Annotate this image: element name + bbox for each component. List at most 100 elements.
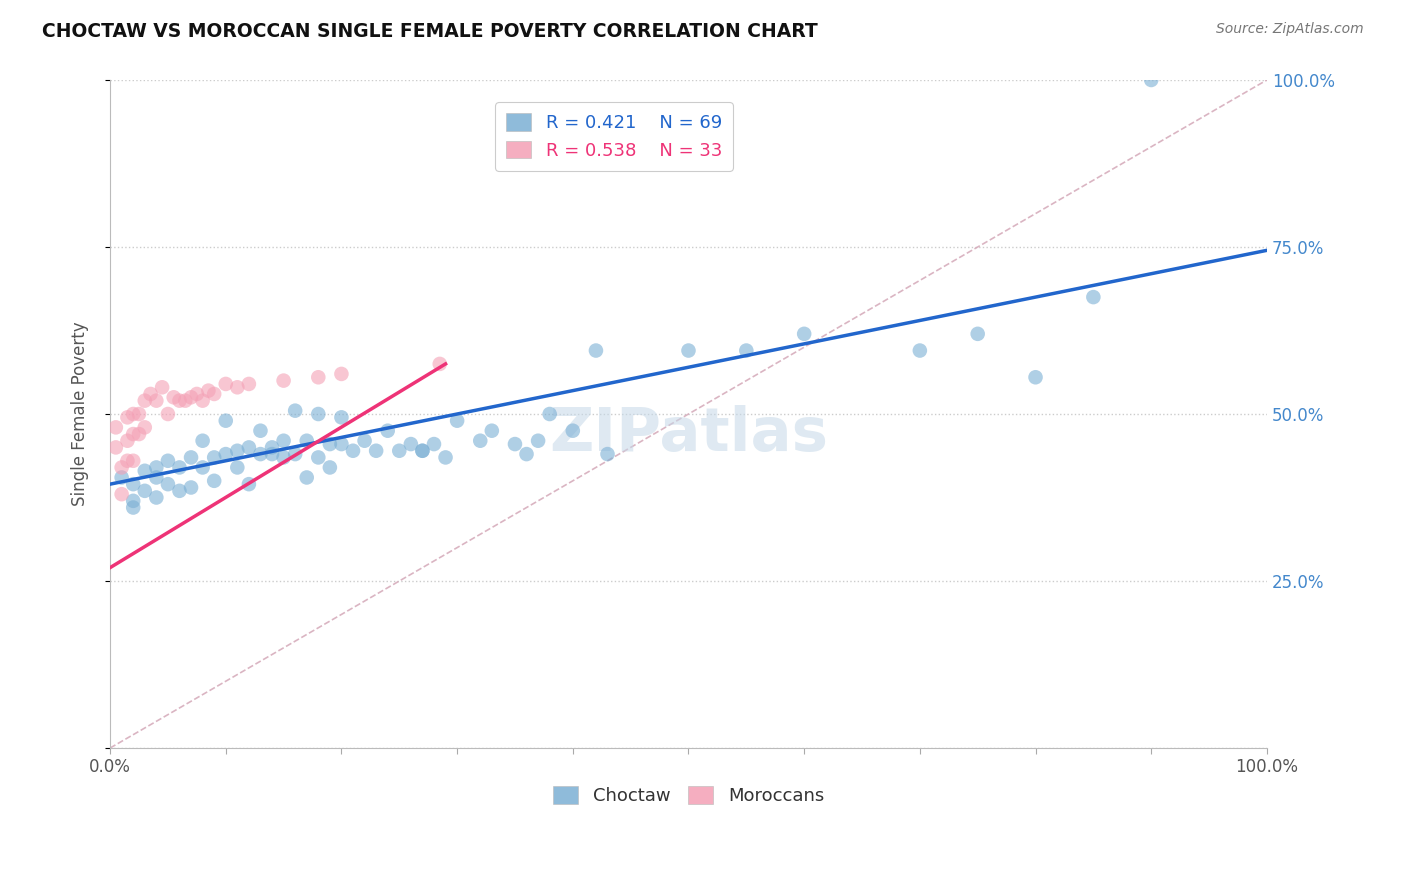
Point — [150, 380, 173, 394]
Point — [163, 390, 186, 404]
Point — [411, 443, 433, 458]
Point — [342, 443, 364, 458]
Point — [145, 393, 167, 408]
Point — [273, 434, 295, 448]
Point — [793, 326, 815, 341]
Point — [104, 441, 127, 455]
Point — [117, 410, 139, 425]
Point — [139, 387, 162, 401]
Y-axis label: Single Female Poverty: Single Female Poverty — [72, 322, 89, 507]
Point — [399, 437, 422, 451]
Point — [596, 447, 619, 461]
Point — [180, 450, 202, 465]
Point — [238, 477, 260, 491]
Point — [678, 343, 700, 358]
Point — [122, 427, 145, 442]
Point — [966, 326, 988, 341]
Point — [145, 470, 167, 484]
Point — [260, 447, 283, 461]
Point — [122, 407, 145, 421]
Point — [145, 491, 167, 505]
Point — [273, 374, 295, 388]
Point — [122, 477, 145, 491]
Point — [295, 470, 318, 484]
Point — [735, 343, 758, 358]
Point — [527, 434, 550, 448]
Point — [202, 450, 225, 465]
Point — [156, 407, 179, 421]
Point — [411, 443, 433, 458]
Point — [307, 407, 329, 421]
Point — [481, 424, 503, 438]
Point — [180, 481, 202, 495]
Point — [134, 420, 156, 434]
Point — [429, 357, 451, 371]
Point — [1083, 290, 1105, 304]
Point — [191, 460, 214, 475]
Point — [307, 450, 329, 465]
Point — [249, 447, 271, 461]
Point — [202, 474, 225, 488]
Point — [515, 447, 537, 461]
Point — [169, 483, 191, 498]
Point — [197, 384, 219, 398]
Point — [446, 414, 468, 428]
Point — [122, 500, 145, 515]
Point — [330, 437, 353, 451]
Point — [191, 434, 214, 448]
Point — [186, 387, 208, 401]
Point — [330, 367, 353, 381]
Point — [111, 487, 134, 501]
Point — [238, 376, 260, 391]
Point — [585, 343, 607, 358]
Point — [423, 437, 446, 451]
Point — [538, 407, 561, 421]
Point — [134, 464, 156, 478]
Point — [295, 434, 318, 448]
Point — [319, 437, 342, 451]
Legend: Choctaw, Moroccans: Choctaw, Moroccans — [546, 780, 831, 813]
Point — [470, 434, 492, 448]
Point — [284, 447, 307, 461]
Point — [156, 477, 179, 491]
Text: ZIPatlas: ZIPatlas — [548, 405, 828, 464]
Point — [319, 460, 342, 475]
Point — [377, 424, 399, 438]
Point — [238, 441, 260, 455]
Point — [226, 460, 249, 475]
Point — [104, 420, 127, 434]
Point — [128, 407, 150, 421]
Point — [169, 393, 191, 408]
Point — [226, 380, 249, 394]
Point — [156, 454, 179, 468]
Point — [169, 460, 191, 475]
Point — [226, 443, 249, 458]
Point — [215, 447, 238, 461]
Point — [503, 437, 526, 451]
Text: CHOCTAW VS MOROCCAN SINGLE FEMALE POVERTY CORRELATION CHART: CHOCTAW VS MOROCCAN SINGLE FEMALE POVERT… — [42, 22, 818, 41]
Point — [134, 483, 156, 498]
Point — [434, 450, 457, 465]
Point — [191, 393, 214, 408]
Point — [215, 414, 238, 428]
Point — [117, 454, 139, 468]
Point — [180, 390, 202, 404]
Point — [1140, 73, 1163, 87]
Point — [174, 393, 197, 408]
Point — [273, 450, 295, 465]
Point — [307, 370, 329, 384]
Point — [353, 434, 375, 448]
Point — [284, 403, 307, 417]
Point — [122, 454, 145, 468]
Point — [134, 393, 156, 408]
Point — [330, 410, 353, 425]
Point — [128, 427, 150, 442]
Point — [561, 424, 583, 438]
Point — [249, 424, 271, 438]
Point — [111, 470, 134, 484]
Point — [111, 460, 134, 475]
Point — [1025, 370, 1047, 384]
Point — [202, 387, 225, 401]
Point — [908, 343, 931, 358]
Text: Source: ZipAtlas.com: Source: ZipAtlas.com — [1216, 22, 1364, 37]
